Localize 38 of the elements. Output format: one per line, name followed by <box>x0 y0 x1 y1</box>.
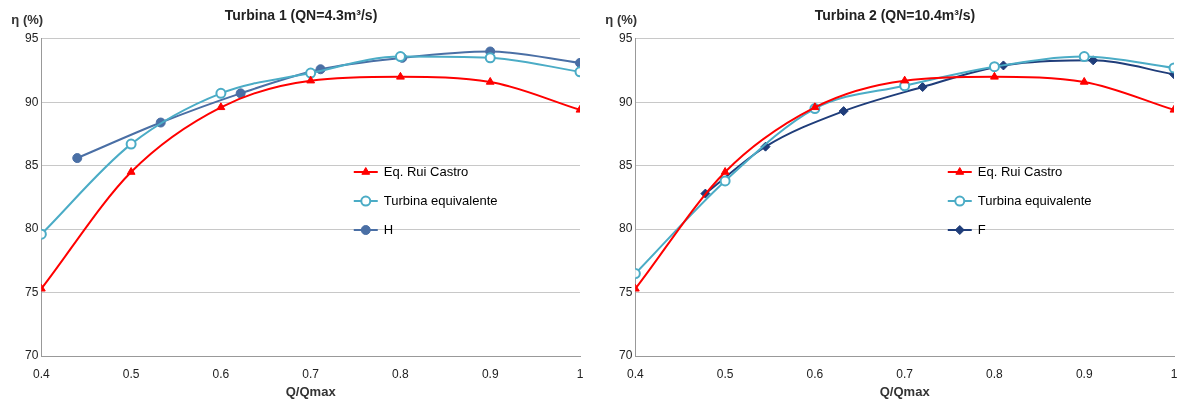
legend-label: Eq. Rui Castro <box>383 163 469 179</box>
x-tick-label: 1 <box>576 366 584 381</box>
y-tick-label: 70 <box>618 348 633 363</box>
x-tick-label: 0.6 <box>806 366 824 381</box>
y-tick-label: 85 <box>24 157 39 172</box>
chart-title: Turbina 2 (QN=10.4m³/s) <box>814 7 976 24</box>
x-tick-label: 0.7 <box>302 366 320 381</box>
x-axis-title: Q/Qmax <box>285 383 337 399</box>
legend-label: F <box>977 221 986 237</box>
x-tick-label: 0.6 <box>212 366 230 381</box>
y-axis-title: η (%) <box>605 11 638 27</box>
x-tick-label: 0.9 <box>1075 366 1093 381</box>
x-tick-label: 0.9 <box>481 366 499 381</box>
y-tick-label: 75 <box>24 284 39 299</box>
chart-title: Turbina 1 (QN=4.3m³/s) <box>224 7 378 24</box>
y-tick-label: 95 <box>618 31 633 46</box>
y-tick-label: 90 <box>24 94 39 109</box>
x-tick-label: 0.5 <box>122 366 140 381</box>
x-axis-title: Q/Qmax <box>879 383 931 399</box>
y-axis-title: η (%) <box>11 11 44 27</box>
legend-label: Eq. Rui Castro <box>977 163 1063 179</box>
x-tick-label: 1 <box>1170 366 1178 381</box>
y-tick-label: 70 <box>24 348 39 363</box>
x-tick-label: 0.8 <box>986 366 1004 381</box>
x-tick-label: 0.4 <box>627 366 645 381</box>
legend-label: Turbina equivalente <box>977 192 1092 208</box>
y-tick-label: 75 <box>618 284 633 299</box>
x-tick-label: 0.5 <box>716 366 734 381</box>
y-tick-label: 80 <box>618 221 633 236</box>
x-tick-label: 0.8 <box>392 366 410 381</box>
y-tick-label: 95 <box>24 31 39 46</box>
x-tick-label: 0.7 <box>896 366 914 381</box>
y-tick-label: 90 <box>618 94 633 109</box>
y-tick-label: 85 <box>618 157 633 172</box>
legend-label: Turbina equivalente <box>383 192 498 208</box>
legend-label: H <box>383 221 394 237</box>
x-tick-label: 0.4 <box>33 366 51 381</box>
y-tick-label: 80 <box>24 221 39 236</box>
